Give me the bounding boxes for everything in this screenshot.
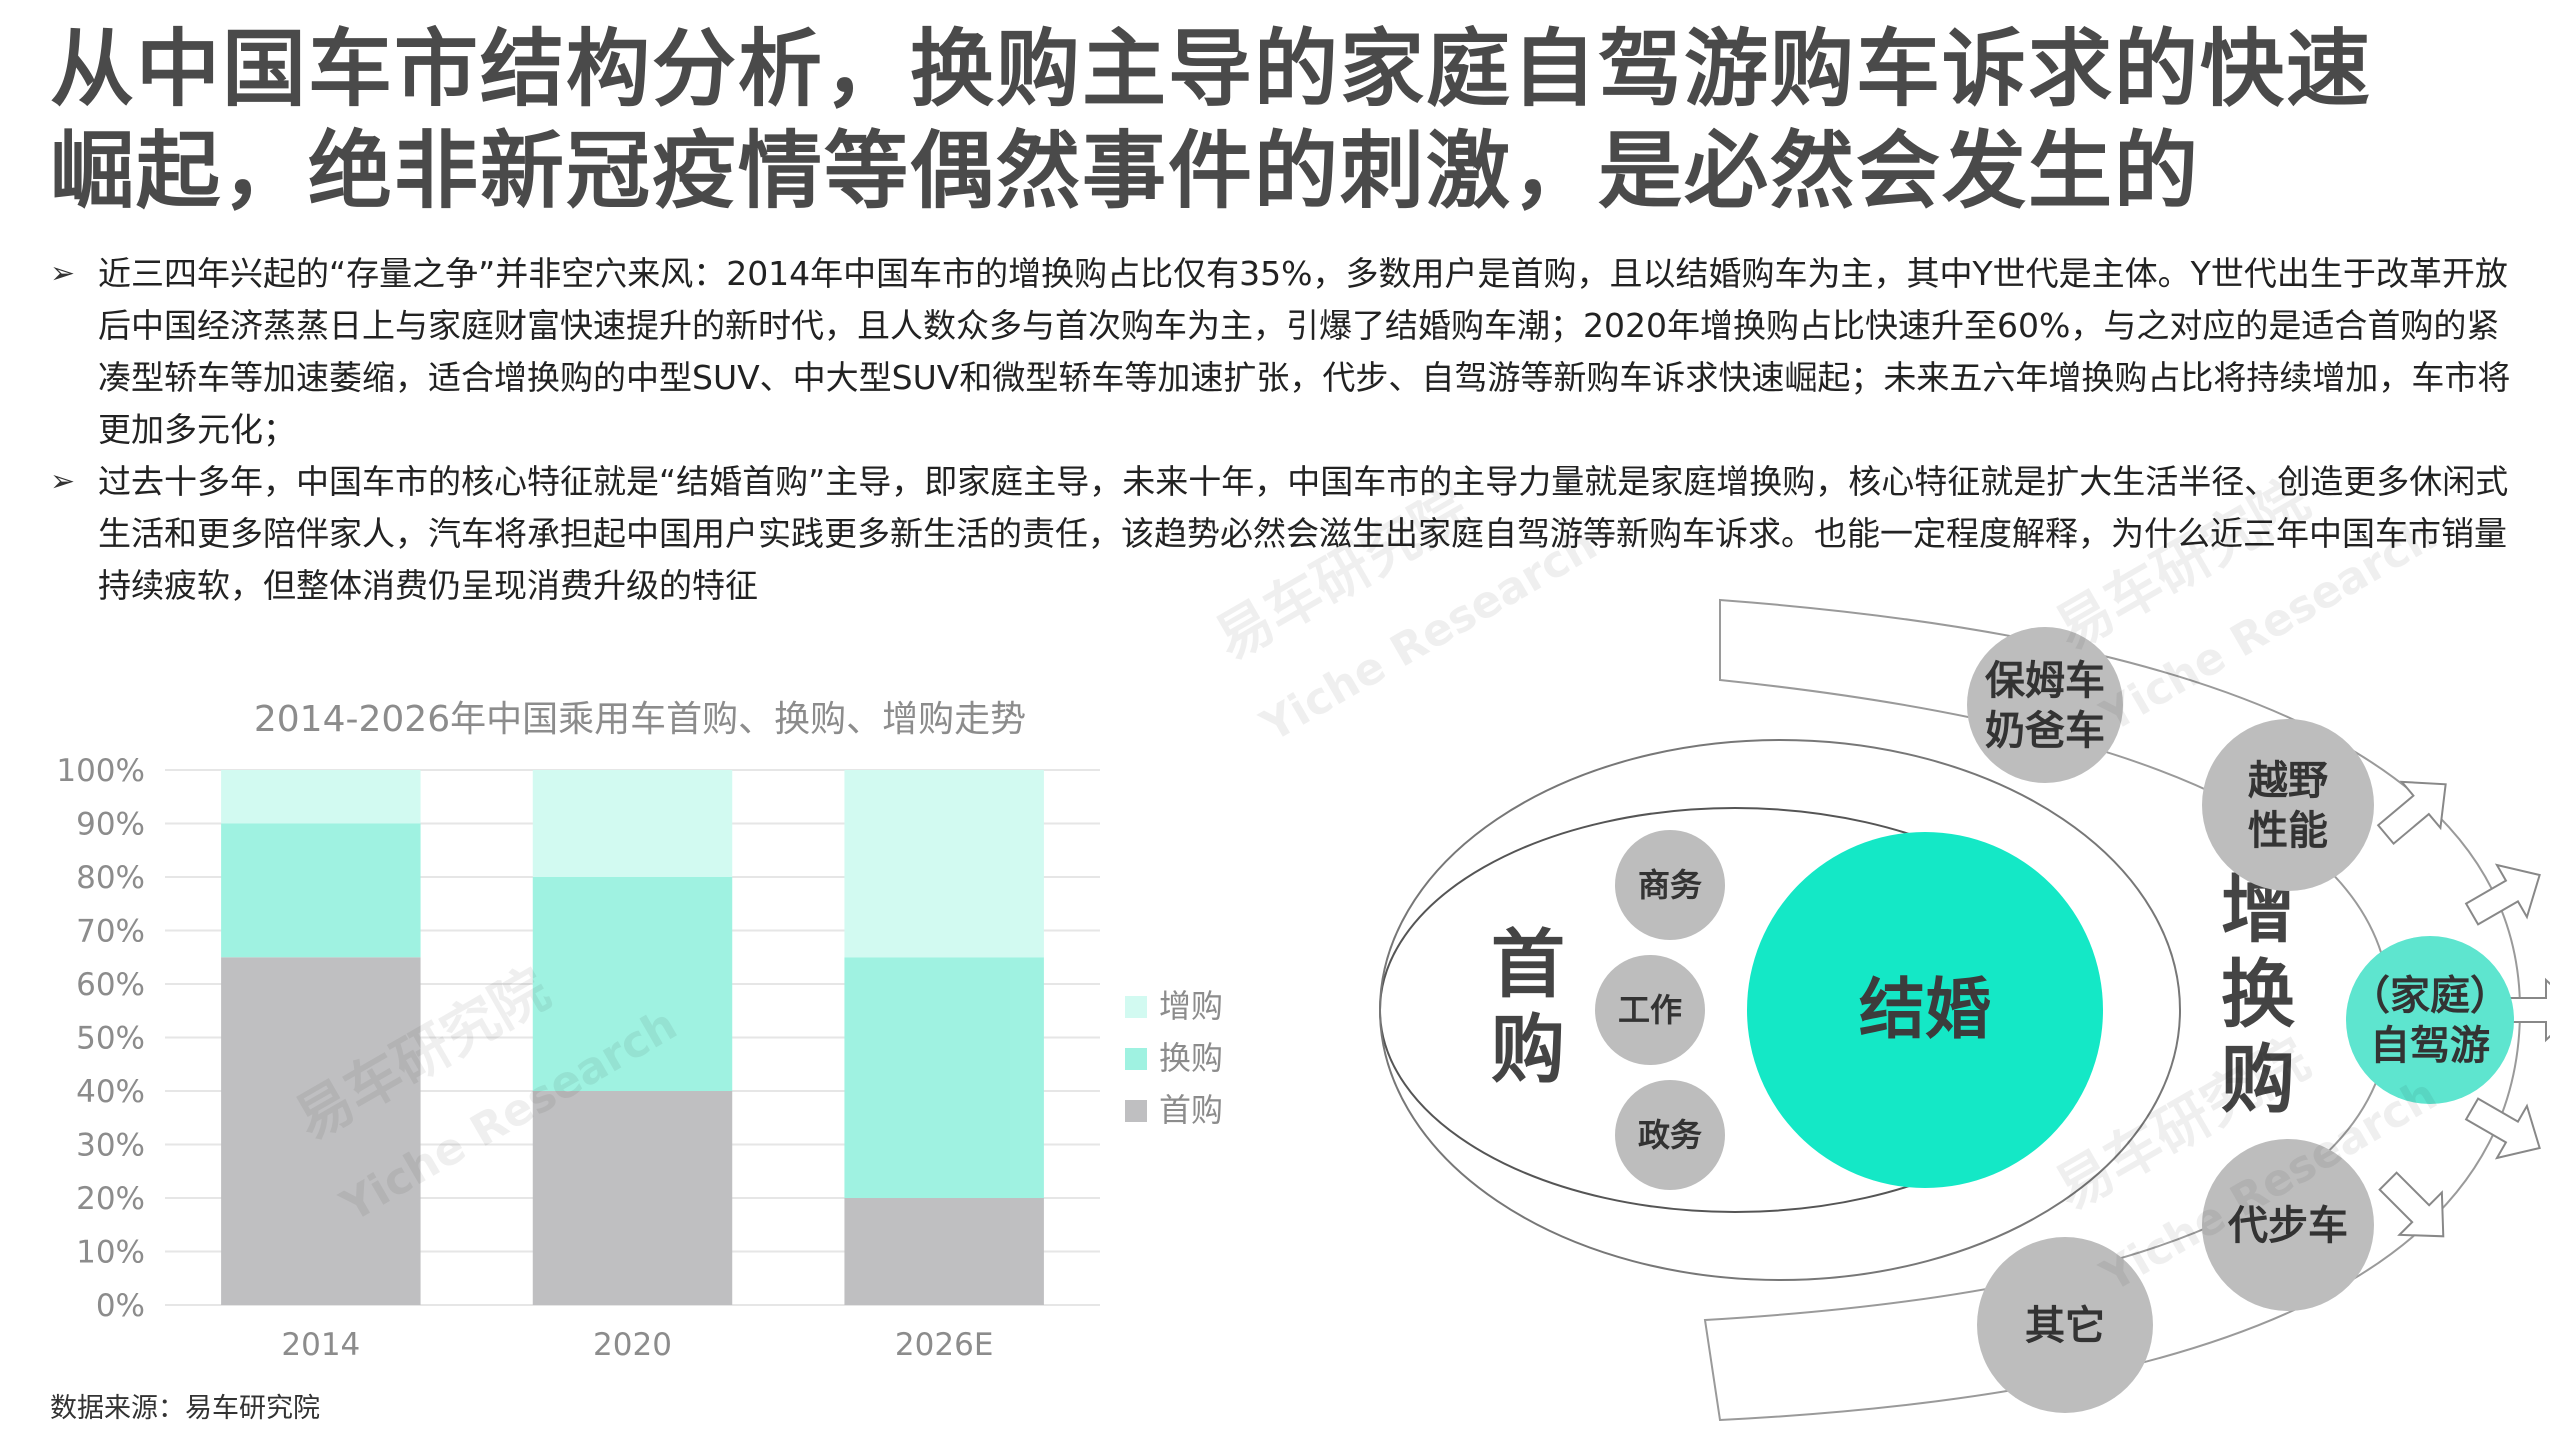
outer-category-label: 奶爸车	[1985, 708, 2105, 754]
arrow-icon	[2464, 863, 2541, 926]
title-line-1: 从中国车市结构分析，换购主导的家庭自驾游购车诉求的快速	[50, 20, 2373, 118]
bar-segment	[844, 770, 1044, 958]
y-tick-label: 70%	[76, 914, 145, 950]
legend-label: 换购	[1159, 1039, 1223, 1077]
outer-category-circle	[2202, 1139, 2374, 1311]
stacked-bar-chart: 0% 10% 20% 30% 40% 50% 60% 70% 80% 90% 100% 2014 202…	[56, 753, 1223, 1363]
outer-category-label: 性能	[2248, 808, 2328, 854]
outer-category-circle	[2202, 719, 2374, 891]
bullet-text: 过去十多年，中国车市的核心特征就是“结婚首购”主导，即家庭主导，未来十年，中国车…	[98, 462, 2509, 605]
title-line-2: 崛起，绝非新冠疫情等偶然事件的刺激，是必然会发生的	[50, 122, 2201, 220]
legend-swatch	[1125, 996, 1147, 1018]
marriage-label: 结婚	[1859, 971, 1991, 1048]
small-category-circle	[1595, 955, 1705, 1065]
bar-segment	[532, 877, 733, 1091]
chart-title: 2014-2026年中国乘用车首购、换购、增购走势	[253, 699, 1027, 740]
bar-segment	[221, 823, 421, 958]
bar-segment	[532, 1091, 733, 1305]
y-tick-label: 80%	[76, 860, 145, 896]
arrow-bullet-icon: ➢	[50, 256, 76, 291]
page-title: 从中国车市结构分析，换购主导的家庭自驾游购车诉求的快速 崛起，绝非新冠疫情等偶然…	[50, 18, 2530, 222]
additional-purchase-ellipse	[1379, 739, 2181, 1281]
additional-purchase-label-char: 换	[2221, 952, 2295, 1038]
first-purchase-label-char: 首	[1491, 922, 1565, 1008]
legend-swatch	[1125, 1048, 1147, 1070]
bullet-list: ➢ 近三四年兴起的“存量之争”并非空穴来风：2014年中国车市的增换购占比仅有3…	[50, 248, 2520, 612]
outer-category-label: 自驾游	[2370, 1023, 2490, 1069]
data-source: 数据来源：易车研究院	[50, 1393, 320, 1424]
additional-purchase-label-char: 购	[2221, 1037, 2295, 1123]
legend-swatch	[1125, 1100, 1147, 1122]
x-tick-label: 2026E	[895, 1327, 993, 1363]
y-tick-label: 0%	[96, 1288, 145, 1324]
bar-segment	[844, 957, 1044, 1198]
bullet-item: ➢ 近三四年兴起的“存量之争”并非空穴来风：2014年中国车市的增换购占比仅有3…	[50, 248, 2520, 456]
outer-category-label: 保姆车	[1985, 658, 2105, 704]
y-tick-label: 90%	[76, 807, 145, 843]
y-tick-label: 100%	[56, 753, 145, 789]
small-category-circle	[1615, 1080, 1725, 1190]
marriage-circle	[1747, 832, 2103, 1188]
y-tick-label: 60%	[76, 967, 145, 1003]
bar-segment	[221, 957, 421, 1305]
y-tick-label: 30%	[76, 1128, 145, 1164]
bar-segment	[221, 770, 421, 824]
y-tick-label: 50%	[76, 1021, 145, 1057]
arrow-icon	[2464, 1097, 2541, 1160]
outer-category-circle	[1967, 627, 2123, 783]
bullet-text: 近三四年兴起的“存量之争”并非空穴来风：2014年中国车市的增换购占比仅有35%…	[98, 254, 2511, 449]
bar-segment	[844, 1198, 1044, 1305]
bar-segment	[532, 770, 733, 877]
small-category-label: 政务	[1638, 1116, 1702, 1154]
outer-category-label: 代步车	[2227, 1203, 2348, 1249]
legend-label: 增购	[1159, 987, 1223, 1025]
legend-label: 首购	[1159, 1091, 1223, 1129]
small-category-label: 商务	[1638, 866, 1702, 904]
outer-category-label: （家庭）	[2350, 973, 2510, 1019]
outer-category-label: 越野	[2248, 758, 2328, 804]
x-tick-label: 2014	[281, 1327, 360, 1363]
arrow-icon	[2376, 780, 2447, 846]
outer-category-circle	[1977, 1237, 2153, 1413]
outer-category-label: 其它	[2025, 1303, 2105, 1349]
y-tick-label: 10%	[76, 1235, 145, 1271]
first-purchase-label-char: 购	[1491, 1007, 1565, 1093]
small-category-circle	[1615, 830, 1725, 940]
y-tick-label: 40%	[76, 1074, 145, 1110]
y-tick-label: 20%	[76, 1181, 145, 1217]
x-tick-label: 2020	[593, 1327, 672, 1363]
small-category-label: 工作	[1618, 991, 1682, 1029]
outer-category-circle	[2346, 936, 2514, 1104]
bullet-item: ➢ 过去十多年，中国车市的核心特征就是“结婚首购”主导，即家庭主导，未来十年，中…	[50, 456, 2520, 612]
arrow-icon	[2378, 1171, 2445, 1238]
arrow-bullet-icon: ➢	[50, 464, 76, 499]
